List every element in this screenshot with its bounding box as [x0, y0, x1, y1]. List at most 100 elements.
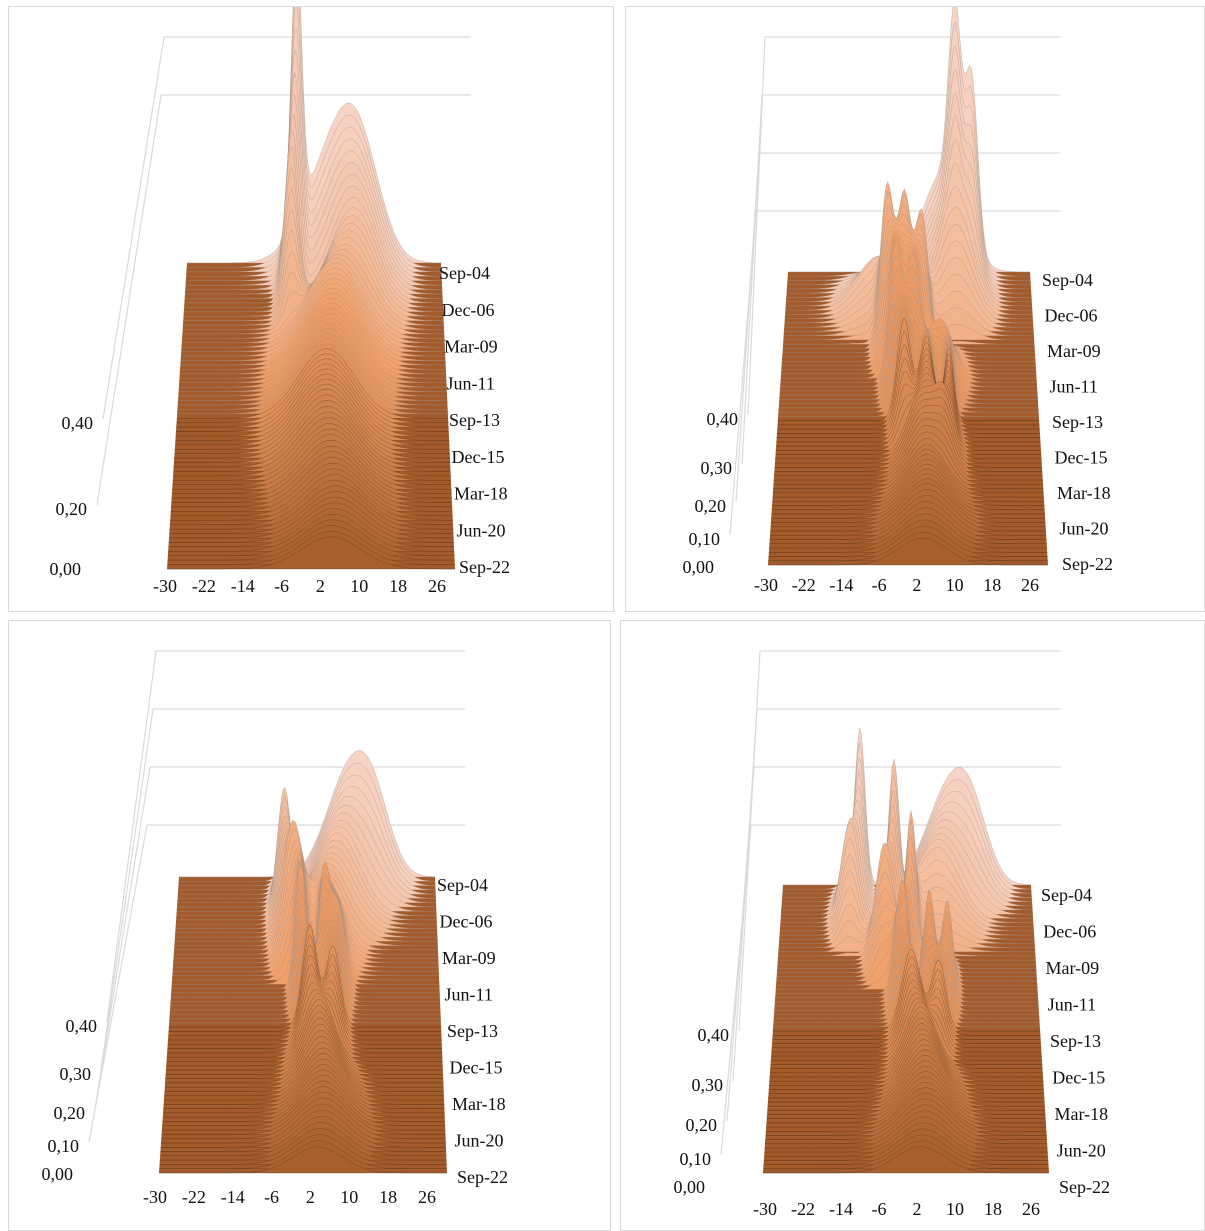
x-tick-label: -14	[221, 1187, 245, 1207]
z-tick-label: 0,00	[683, 557, 715, 577]
date-tick-label: Jun-11	[447, 373, 495, 393]
date-tick-label: Sep-04	[1042, 270, 1093, 290]
x-tick-label: -30	[754, 575, 778, 595]
x-tick-label: -6	[274, 576, 289, 596]
chart-3-svg: -30 -22 -14 -6 2 10 18 26 Sep-04 Dec-06 Mar-09 Jun-…	[42, 650, 508, 1207]
grid-wall-line	[96, 94, 471, 506]
date-tick-label: Jun-20	[457, 520, 506, 540]
x-tick-label: 2	[913, 1199, 922, 1219]
date-tick-label: Jun-11	[445, 985, 493, 1005]
date-axis: Sep-04 Dec-06 Mar-09 Jun-11 Sep-13 Dec-15 Mar-…	[1041, 885, 1110, 1197]
x-axis: -30 -22 -14 -6 2 10 18 26	[143, 1187, 436, 1207]
x-tick-label: -30	[153, 576, 177, 596]
x-tick-label: -14	[231, 576, 255, 596]
z-tick-label: 0,40	[66, 1016, 98, 1036]
date-tick-label: Jun-20	[455, 1131, 504, 1151]
date-tick-label: Sep-04	[1041, 885, 1092, 905]
x-tick-label: -22	[791, 1199, 815, 1219]
ridgeline-row	[775, 396, 1042, 464]
chart-1-plot: -30 -22 -14 -6 2 10 18 26 Sep-04 Dec-06 Mar-09 Jun-…	[50, 7, 510, 596]
z-tick-label: 0,40	[698, 1025, 730, 1045]
date-tick-label: Dec-15	[450, 1058, 503, 1078]
ridgeline-row	[775, 381, 1042, 455]
date-tick-label: Mar-09	[444, 337, 498, 357]
date-tick-label: Dec-06	[1045, 306, 1098, 326]
x-tick-label: -22	[182, 1187, 206, 1207]
grid-wall-line	[747, 36, 1060, 416]
date-tick-label: Dec-06	[442, 300, 495, 320]
x-tick-label: -6	[264, 1187, 279, 1207]
chart-3-plot: -30 -22 -14 -6 2 10 18 26 Sep-04 Dec-06 Mar-09 Jun-…	[42, 650, 508, 1207]
x-tick-label: 2	[316, 576, 325, 596]
z-tick-label: 0,00	[674, 1177, 706, 1197]
z-tick-label: 0,30	[60, 1064, 92, 1084]
z-tick-label: 0,40	[62, 413, 94, 433]
ridgelines	[159, 750, 447, 1174]
chart-1-svg: -30 -22 -14 -6 2 10 18 26 Sep-04 Dec-06 Mar-09 Jun-…	[50, 7, 510, 596]
z-tick-label: 0,10	[680, 1149, 712, 1169]
z-axis: 0,00 0,10 0,20 0,30 0,40	[42, 1016, 98, 1184]
z-tick-label: 0,30	[701, 458, 733, 478]
chart-panel-4: -30 -22 -14 -6 2 10 18 26 Sep-04 Dec-06 Mar-09 Jun-…	[620, 620, 1205, 1231]
chart-panel-1: -30 -22 -14 -6 2 10 18 26 Sep-04 Dec-06 Mar-09 Jun-…	[8, 6, 614, 612]
date-tick-label: Mar-09	[1046, 958, 1100, 978]
z-tick-label: 0,00	[42, 1164, 74, 1184]
x-axis: -30 -22 -14 -6 2 10 18 26	[754, 575, 1039, 595]
x-tick-label: -14	[829, 575, 853, 595]
ridgelines	[167, 7, 455, 570]
date-tick-label: Sep-13	[1052, 412, 1103, 432]
x-tick-label: 2	[912, 575, 921, 595]
date-tick-label: Dec-15	[1052, 1068, 1105, 1088]
grid-wall-line	[102, 36, 471, 420]
date-tick-label: Mar-18	[1055, 1104, 1109, 1124]
ridgeline-row	[159, 1146, 447, 1174]
chart-panel-2: -30 -22 -14 -6 2 10 18 26 Sep-04 Dec-06 Mar-09 Jun-…	[625, 6, 1205, 612]
x-axis: -30 -22 -14 -6 2 10 18 26	[753, 1199, 1040, 1219]
date-tick-label: Dec-15	[1055, 448, 1108, 468]
date-tick-label: Sep-22	[1059, 1177, 1110, 1197]
x-tick-label: 18	[379, 1187, 397, 1207]
z-axis: 0,00 0,20 0,40	[50, 413, 94, 579]
x-tick-label: -22	[192, 576, 216, 596]
x-tick-label: 26	[1021, 575, 1039, 595]
ridgeline-row	[768, 537, 1048, 566]
date-tick-label: Sep-22	[457, 1167, 508, 1187]
chart-4-plot: -30 -22 -14 -6 2 10 18 26 Sep-04 Dec-06 Mar-09 Jun-…	[674, 650, 1110, 1219]
date-tick-label: Sep-22	[459, 557, 510, 577]
x-tick-label: 18	[983, 575, 1001, 595]
grid-wall-line	[106, 650, 465, 1023]
date-tick-label: Jun-11	[1050, 377, 1098, 397]
x-tick-label: 10	[946, 575, 964, 595]
chart-2-svg: -30 -22 -14 -6 2 10 18 26 Sep-04 Dec-06 Mar-09 Jun-…	[683, 7, 1113, 595]
x-tick-label: 10	[340, 1187, 358, 1207]
z-tick-label: 0,10	[689, 529, 721, 549]
date-tick-label: Jun-11	[1048, 995, 1096, 1015]
date-tick-label: Dec-06	[440, 912, 493, 932]
z-tick-label: 0,20	[686, 1115, 718, 1135]
x-tick-label: 26	[1022, 1199, 1040, 1219]
x-tick-label: 26	[428, 576, 446, 596]
date-tick-label: Sep-04	[439, 263, 490, 283]
date-tick-label: Jun-20	[1057, 1141, 1106, 1161]
date-axis: Sep-04 Dec-06 Mar-09 Jun-11 Sep-13 Dec-15 Mar-…	[439, 263, 510, 577]
x-tick-label: 18	[389, 576, 407, 596]
x-tick-label: -30	[753, 1199, 777, 1219]
date-axis: Sep-04 Dec-06 Mar-09 Jun-11 Sep-13 Dec-15 Mar-…	[437, 875, 508, 1187]
ridgeline-row	[775, 388, 1042, 460]
x-tick-label: -14	[829, 1199, 853, 1219]
grid-walls	[720, 650, 1061, 1156]
date-tick-label: Jun-20	[1060, 519, 1109, 539]
x-tick-label: 2	[306, 1187, 315, 1207]
x-tick-label: 10	[350, 576, 368, 596]
x-tick-label: -30	[143, 1187, 167, 1207]
date-tick-label: Mar-18	[1057, 483, 1111, 503]
z-axis: 0,00 0,10 0,20 0,30 0,40	[683, 409, 739, 577]
z-tick-label: 0,20	[56, 499, 88, 519]
x-tick-label: -6	[872, 575, 887, 595]
z-tick-label: 0,20	[54, 1103, 86, 1123]
date-tick-label: Sep-04	[437, 875, 488, 895]
date-tick-label: Sep-22	[1062, 554, 1113, 574]
ridgelines	[763, 728, 1049, 1174]
grid-wall-line	[738, 650, 1061, 1032]
x-tick-label: 26	[418, 1187, 436, 1207]
